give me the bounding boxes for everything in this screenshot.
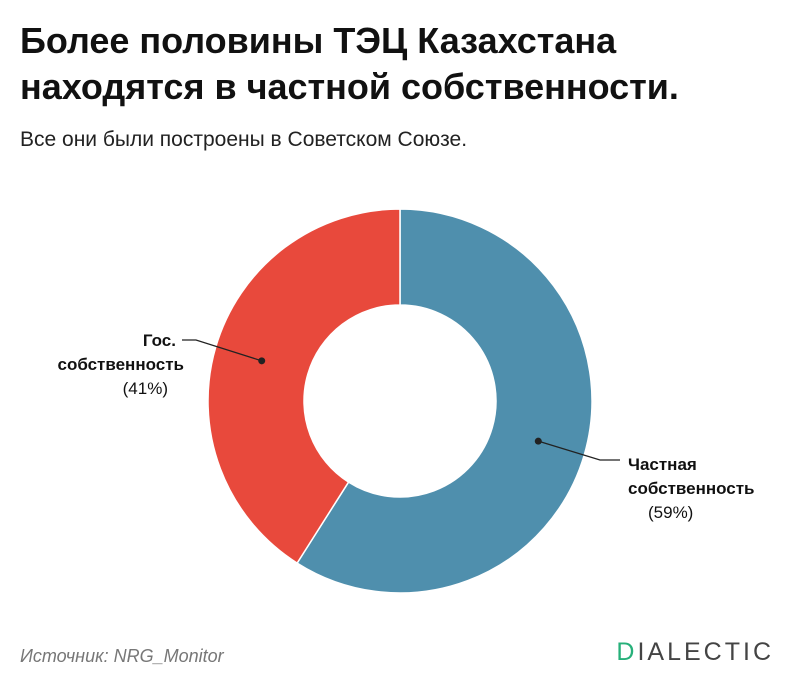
slice-label-state-line1: Гос. xyxy=(143,331,176,350)
chart-title: Более половины ТЭЦ Казахстана находятся … xyxy=(20,18,780,110)
slice-private xyxy=(296,208,593,594)
leader-private xyxy=(538,440,620,461)
slice-label-state-line2: собственность xyxy=(57,355,184,374)
brand-logo: DIALECTIC xyxy=(616,638,774,667)
title-line-1: Более половины ТЭЦ Казахстана xyxy=(20,20,617,61)
source-note: Источник: NRG_Monitor xyxy=(20,646,224,666)
brand-logo-accent: D xyxy=(616,638,638,666)
chart-subtitle: Все они были построены в Советском Союзе… xyxy=(20,128,468,151)
slice-label-private-pct: (59%) xyxy=(648,503,693,522)
donut-slices xyxy=(207,208,593,594)
slice-state xyxy=(207,208,401,565)
slice-labels: Частная собственность (59%) Гос. собстве… xyxy=(57,331,754,522)
title-line-2: находятся в частной собственности. xyxy=(20,66,679,107)
leader-lines xyxy=(182,339,620,461)
leader-state-dot xyxy=(258,357,266,365)
slice-label-private-line1: Частная xyxy=(628,455,697,474)
slice-label-private-line2: собственность xyxy=(628,479,755,498)
brand-logo-rest: IALECTIC xyxy=(637,638,774,666)
leader-state xyxy=(182,339,262,362)
leader-private-dot xyxy=(534,437,542,445)
slice-label-state-pct: (41%) xyxy=(123,379,168,398)
